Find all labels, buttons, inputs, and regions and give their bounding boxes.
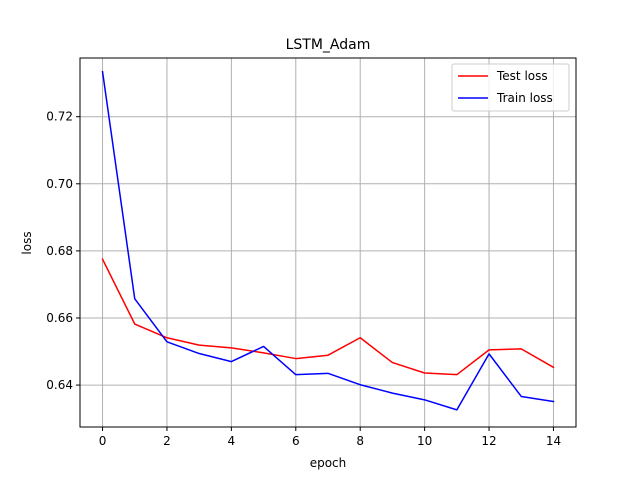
x-tick-label: 0 xyxy=(99,434,107,448)
legend-label-train-loss: Train loss xyxy=(496,91,553,105)
y-tick-label: 0.66 xyxy=(46,311,73,325)
x-tick-label: 4 xyxy=(228,434,236,448)
x-tick-label: 12 xyxy=(481,434,496,448)
y-tick-label: 0.68 xyxy=(46,244,73,258)
series-line-train-loss xyxy=(101,70,555,411)
x-axis-label: epoch xyxy=(310,456,347,470)
x-tick-label: 8 xyxy=(356,434,364,448)
y-tick-label: 0.72 xyxy=(46,110,73,124)
x-tick-label: 10 xyxy=(417,434,432,448)
plot-frame xyxy=(79,57,577,428)
legend-label-test-loss: Test loss xyxy=(496,69,548,83)
y-axis-label: loss xyxy=(20,231,34,254)
x-tick-label: 14 xyxy=(546,434,561,448)
chart-title: LSTM_Adam xyxy=(286,37,371,53)
x-tick-label: 6 xyxy=(292,434,300,448)
grid xyxy=(80,58,576,427)
y-tick-label: 0.64 xyxy=(46,378,73,392)
legend: Test loss Train loss xyxy=(451,63,570,112)
x-axis-ticks: 0 2 4 6 8 10 12 14 xyxy=(99,427,561,448)
x-tick-label: 2 xyxy=(163,434,171,448)
series-line-test-loss xyxy=(101,258,555,376)
y-axis-ticks: 0.64 0.66 0.68 0.70 0.72 xyxy=(46,110,80,392)
y-tick-label: 0.70 xyxy=(46,177,73,191)
series-lines xyxy=(101,70,555,411)
